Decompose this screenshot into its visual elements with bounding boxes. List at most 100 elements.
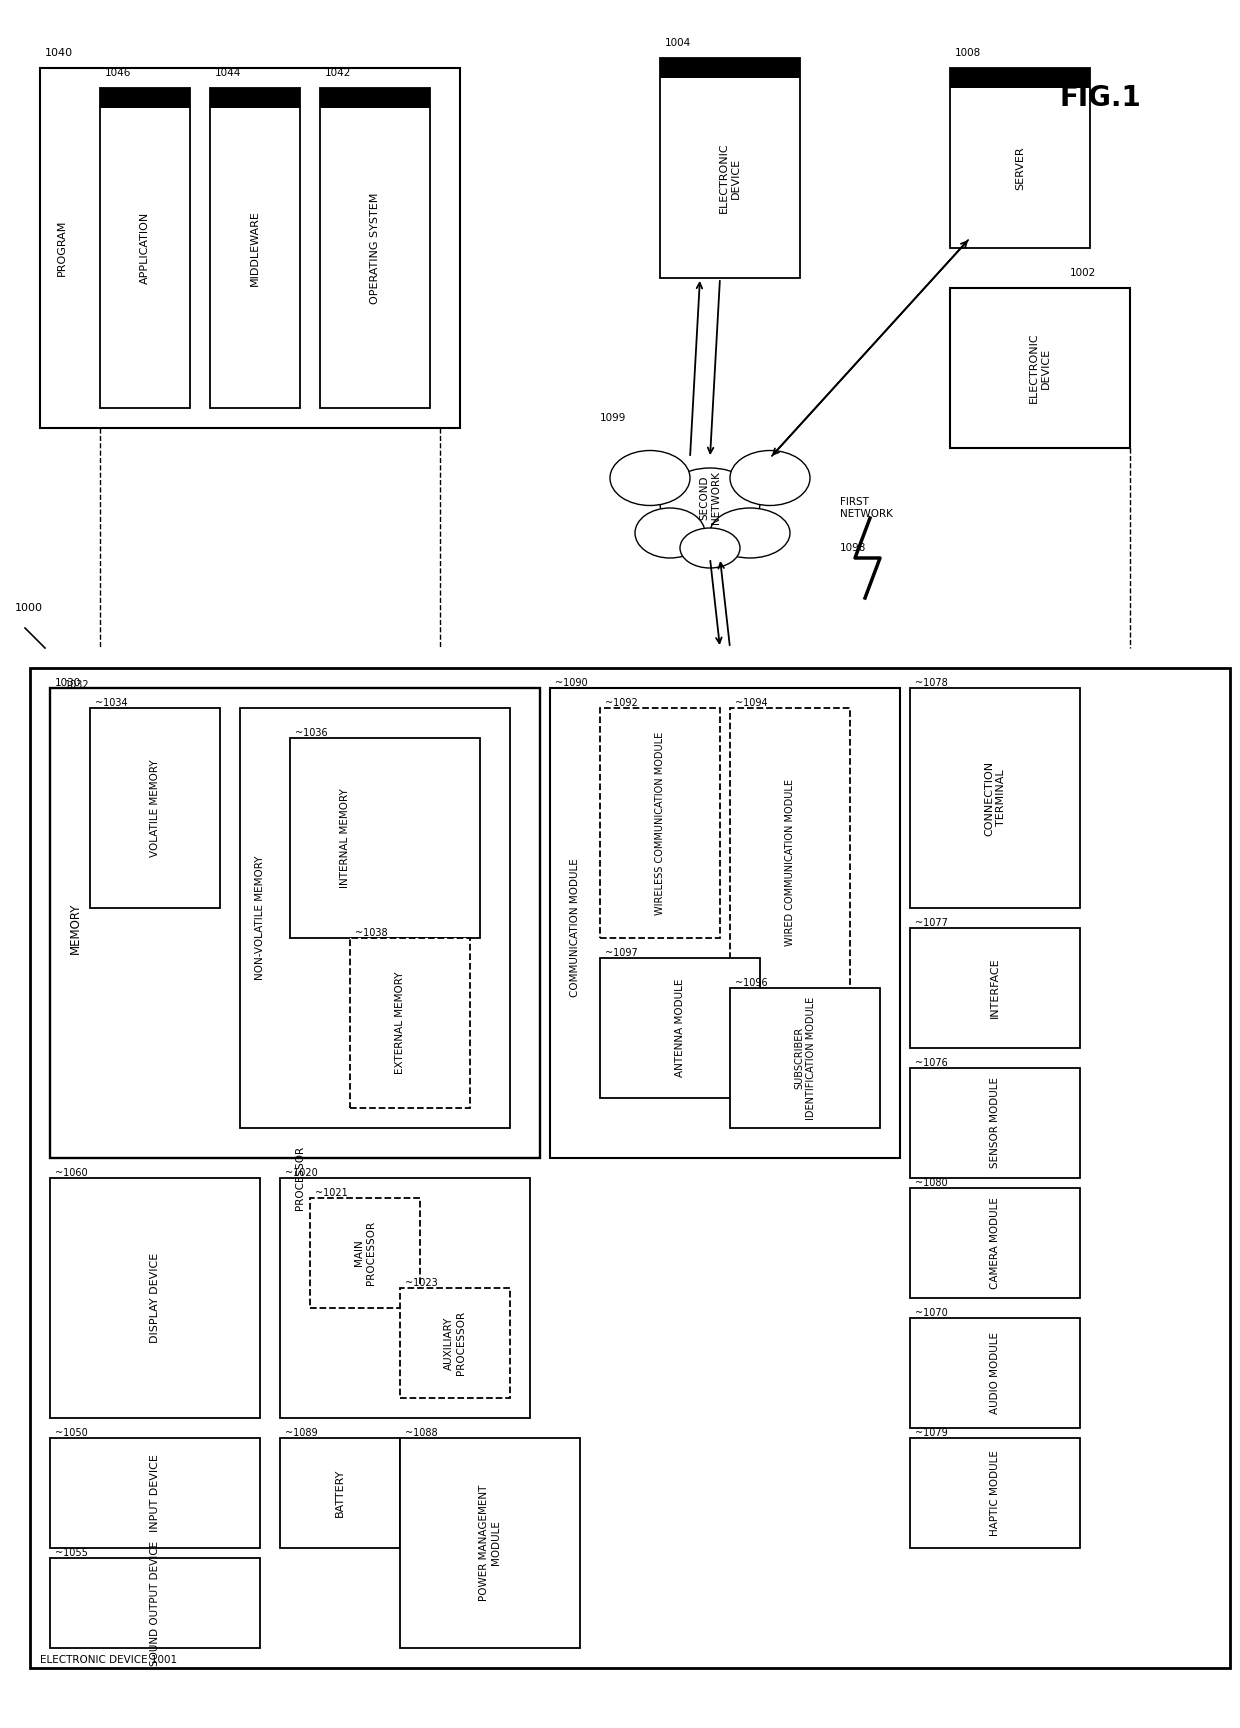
Bar	[320, 88, 430, 107]
Text: ~1090: ~1090	[556, 677, 588, 688]
Text: 1044: 1044	[215, 67, 242, 78]
Bar	[401, 1438, 580, 1649]
Text: AUXILIARY
PROCESSOR: AUXILIARY PROCESSOR	[444, 1312, 466, 1375]
Ellipse shape	[610, 451, 689, 506]
Text: 1000: 1000	[15, 603, 43, 613]
Bar	[950, 289, 1130, 448]
Text: APPLICATION: APPLICATION	[140, 213, 150, 283]
Bar	[280, 1178, 529, 1419]
Bar	[910, 928, 1080, 1047]
Text: PROCESSOR: PROCESSOR	[295, 1146, 305, 1210]
Text: 1002: 1002	[1070, 268, 1096, 278]
Bar	[350, 938, 470, 1108]
Text: ~1038: ~1038	[355, 928, 388, 938]
Text: ANTENNA MODULE: ANTENNA MODULE	[675, 978, 684, 1077]
Bar	[91, 708, 219, 907]
Text: ~1096: ~1096	[735, 978, 768, 988]
Text: FIRST
NETWORK: FIRST NETWORK	[839, 498, 893, 518]
Bar	[100, 88, 190, 107]
Ellipse shape	[635, 508, 706, 558]
Bar	[950, 67, 1090, 88]
Bar	[660, 59, 800, 78]
Text: INPUT DEVICE: INPUT DEVICE	[150, 1453, 160, 1533]
Bar	[910, 1068, 1080, 1178]
Text: CAMERA MODULE: CAMERA MODULE	[990, 1198, 999, 1289]
Text: 1098: 1098	[839, 543, 867, 553]
Bar	[310, 1198, 420, 1308]
Text: WIRELESS COMMUNICATION MODULE: WIRELESS COMMUNICATION MODULE	[655, 731, 665, 914]
Text: ~1036: ~1036	[295, 727, 327, 738]
Text: DISPLAY DEVICE: DISPLAY DEVICE	[150, 1253, 160, 1343]
Text: ~1020: ~1020	[285, 1168, 317, 1178]
Text: ~1023: ~1023	[405, 1279, 438, 1287]
Bar	[241, 708, 510, 1128]
Text: CONNECTION
TERMINAL: CONNECTION TERMINAL	[985, 760, 1006, 836]
Text: ~1092: ~1092	[605, 698, 637, 708]
Text: SENSOR MODULE: SENSOR MODULE	[990, 1078, 999, 1168]
Bar	[50, 1559, 260, 1649]
Text: INTERFACE: INTERFACE	[990, 957, 999, 1018]
Text: 1099: 1099	[600, 413, 626, 423]
Bar	[210, 88, 300, 408]
Text: 1008: 1008	[955, 48, 981, 59]
Text: ~1060: ~1060	[55, 1168, 88, 1178]
Text: ~1080: ~1080	[915, 1178, 947, 1189]
Bar	[40, 67, 460, 429]
Bar	[290, 738, 480, 938]
Text: ~1055: ~1055	[55, 1548, 88, 1559]
Text: 1004: 1004	[665, 38, 691, 48]
Bar	[280, 1438, 401, 1548]
Text: BATTERY: BATTERY	[335, 1469, 345, 1517]
Text: MEMORY: MEMORY	[68, 902, 82, 954]
Bar	[730, 988, 880, 1128]
Bar	[910, 1438, 1080, 1548]
Text: ~1079: ~1079	[915, 1427, 947, 1438]
Bar	[30, 669, 1230, 1668]
Text: AUDIO MODULE: AUDIO MODULE	[990, 1332, 999, 1414]
Bar	[600, 708, 720, 938]
Text: ~1050: ~1050	[55, 1427, 88, 1438]
Text: INTERNAL MEMORY: INTERNAL MEMORY	[340, 788, 350, 888]
Text: 1040: 1040	[45, 48, 73, 59]
Text: ELECTRONIC DEVICE 1001: ELECTRONIC DEVICE 1001	[40, 1655, 177, 1666]
Text: ~1070: ~1070	[915, 1308, 947, 1318]
Text: FIG.1: FIG.1	[1059, 85, 1141, 112]
Bar	[910, 1318, 1080, 1427]
Ellipse shape	[730, 451, 810, 506]
Text: ELECTRONIC
DEVICE: ELECTRONIC DEVICE	[1029, 334, 1050, 403]
Bar	[100, 88, 190, 408]
Text: OPERATING SYSTEM: OPERATING SYSTEM	[370, 192, 379, 304]
Text: ~1077: ~1077	[915, 918, 947, 928]
Bar	[320, 88, 430, 408]
Text: 1032: 1032	[64, 681, 89, 689]
Text: ~1078: ~1078	[915, 677, 947, 688]
Text: EXTERNAL MEMORY: EXTERNAL MEMORY	[396, 971, 405, 1075]
Bar	[210, 88, 300, 107]
Ellipse shape	[680, 529, 740, 569]
Text: 1030: 1030	[55, 677, 82, 688]
Text: 1046: 1046	[105, 67, 131, 78]
Text: ~1097: ~1097	[605, 949, 637, 957]
Bar	[910, 688, 1080, 907]
Text: MIDDLEWARE: MIDDLEWARE	[250, 211, 260, 285]
Text: ELECTRONIC
DEVICE: ELECTRONIC DEVICE	[719, 143, 740, 213]
Text: HAPTIC MODULE: HAPTIC MODULE	[990, 1450, 999, 1536]
Bar	[600, 957, 760, 1097]
Text: ~1021: ~1021	[315, 1189, 347, 1198]
Text: ~1089: ~1089	[285, 1427, 317, 1438]
Bar	[730, 708, 849, 1018]
Bar	[551, 688, 900, 1158]
Bar	[50, 1438, 260, 1548]
Bar	[950, 67, 1090, 249]
Text: MAIN
PROCESSOR: MAIN PROCESSOR	[355, 1222, 376, 1286]
Text: WIRED COMMUNICATION MODULE: WIRED COMMUNICATION MODULE	[785, 779, 795, 947]
Text: 1042: 1042	[325, 67, 351, 78]
Text: SUBSCRIBER
IDENTIFICATION MODULE: SUBSCRIBER IDENTIFICATION MODULE	[794, 997, 816, 1120]
Ellipse shape	[711, 508, 790, 558]
Bar	[50, 688, 539, 1158]
Text: PROGRAM: PROGRAM	[57, 219, 67, 276]
Text: NON-VOLATILE MEMORY: NON-VOLATILE MEMORY	[255, 855, 265, 980]
Bar	[910, 1189, 1080, 1298]
Bar	[50, 1178, 260, 1419]
Text: ~1076: ~1076	[915, 1058, 947, 1068]
